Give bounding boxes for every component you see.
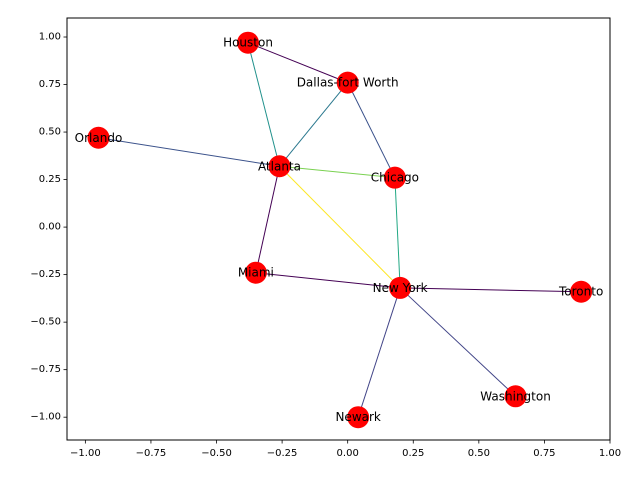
edge-chicago-new-york: [394, 177, 401, 288]
edge-houston-atlanta: [247, 42, 280, 167]
node-atlanta: [268, 155, 291, 178]
y-tick-label: 0.75: [39, 79, 61, 90]
node-new-york: [389, 276, 412, 299]
node-dallas-fort-worth: [336, 71, 359, 94]
node-label-dallas-fort-worth: Dallas-fort Worth: [297, 76, 399, 90]
x-tick-label: 0.75: [533, 448, 555, 459]
node-label-new-york: New York: [373, 281, 428, 295]
y-tick-label: 0.00: [39, 222, 61, 233]
node-label-orlando: Orlando: [75, 131, 123, 145]
node-label-miami: Miami: [238, 266, 274, 280]
node-houston: [237, 31, 259, 54]
y-tick-label: −0.75: [30, 364, 61, 375]
y-tick-label: −0.50: [30, 317, 61, 328]
edge-atlanta-miami: [255, 166, 280, 273]
labels-layer: Houston Dallas-fort Worth Orlando Atlanta Ch…: [75, 36, 604, 424]
node-label-atlanta: Atlanta: [258, 159, 301, 173]
x-tick-label: −1.00: [70, 448, 101, 459]
edge-new-york-newark: [357, 287, 401, 418]
edges-layer: [98, 42, 582, 418]
edge-dallas-fort-worth-atlanta: [279, 82, 349, 167]
node-chicago: [383, 166, 406, 189]
node-miami: [244, 261, 267, 284]
node-label-washington: Washington: [480, 389, 551, 403]
node-washington: [504, 385, 527, 408]
y-tick-label: 0.25: [39, 174, 61, 185]
node-newark: [347, 406, 370, 429]
y-tick-label: −0.25: [30, 269, 61, 280]
x-tick-label: 0.50: [468, 448, 490, 459]
edge-orlando-atlanta: [98, 137, 280, 167]
y-tick-label: 1.00: [39, 32, 61, 43]
y-tick-label: −1.00: [30, 412, 61, 423]
edge-miami-new-york: [255, 272, 401, 289]
edge-new-york-washington: [399, 287, 516, 397]
edge-atlanta-chicago: [279, 165, 395, 179]
node-label-newark: Newark: [335, 410, 380, 424]
plot-frame: [66, 17, 611, 441]
x-tick-label: −0.75: [136, 448, 167, 459]
x-tick-label: −0.50: [201, 448, 232, 459]
nodes-layer: [87, 31, 593, 429]
x-tick-label: 1.00: [599, 448, 621, 459]
y-tick-label: 0.50: [39, 127, 61, 138]
node-label-chicago: Chicago: [371, 171, 419, 185]
node-toronto: [570, 280, 593, 303]
y-axis: 1.00 0.75 0.50 0.25 0.00 −0.25 −0.50 −0.75 −1.00: [30, 32, 67, 423]
x-axis: −1.00 −0.75 −0.50 −0.25 0.00 0.25 0.50 0.75 1.00: [70, 440, 621, 459]
edge-new-york-toronto: [400, 287, 582, 293]
x-tick-label: 0.00: [337, 448, 359, 459]
edge-dallas-fort-worth-chicago: [347, 82, 396, 178]
node-orlando: [87, 126, 110, 149]
x-tick-label: 0.25: [402, 448, 424, 459]
node-label-toronto: Toronto: [558, 285, 603, 299]
x-tick-label: −0.25: [267, 448, 298, 459]
edge-houston-dallas-fort-worth: [247, 42, 348, 84]
edge-atlanta-new-york: [279, 165, 401, 289]
node-label-houston: Houston: [223, 36, 273, 50]
